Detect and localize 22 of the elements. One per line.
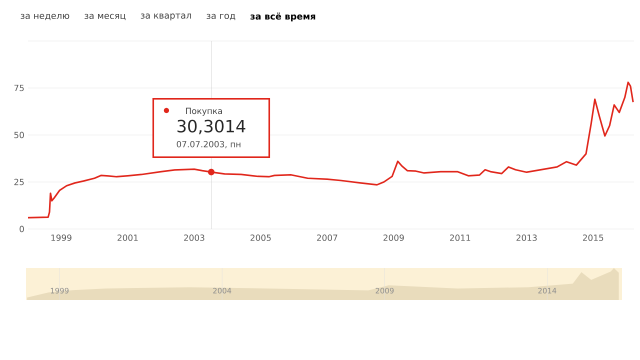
text: за квартал [140, 14, 192, 20]
legend-label: Покупка [186, 108, 222, 116]
x-tick-label: 2013 [516, 234, 537, 241]
y-tick-label: 25 [14, 178, 24, 186]
y-tick-label: 75 [14, 84, 24, 92]
annotation: 07.07.2003, пн [176, 140, 240, 148]
x-tick-label: 2009 [384, 234, 404, 241]
x-tick-label: 2015 [582, 234, 604, 241]
x-tick-label: 1999 [51, 234, 72, 241]
x-tick-label: 2003 [184, 234, 204, 241]
text: за всё время [250, 12, 316, 22]
text: за год [206, 14, 236, 20]
y-tick-label: 50 [14, 132, 24, 138]
x-tick-label: 2005 [250, 234, 271, 241]
text: за месяц [84, 14, 126, 20]
annotation: 30,3014 [178, 120, 246, 134]
x-tick-label: 2011 [450, 234, 470, 241]
text: за неделю [20, 14, 70, 20]
x-tick-label: 2001 [118, 234, 138, 241]
y-tick-label: 0 [20, 226, 24, 232]
x-tick-label: 2007 [317, 234, 338, 241]
line-series [28, 82, 634, 219]
